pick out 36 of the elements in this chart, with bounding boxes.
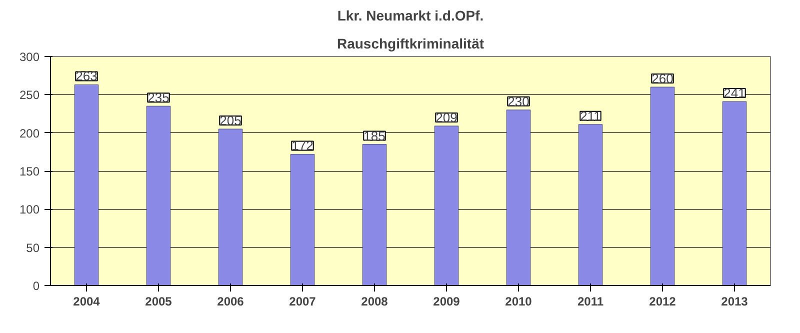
y-tick-label: 0 bbox=[32, 279, 40, 293]
x-tick-label: 2009 bbox=[433, 294, 460, 308]
x-tick-label: 2013 bbox=[721, 294, 748, 308]
x-tick-label: 2006 bbox=[217, 294, 244, 308]
data-label: 205 bbox=[220, 113, 242, 128]
y-tick-label: 100 bbox=[19, 202, 40, 217]
bar bbox=[290, 154, 315, 286]
bar bbox=[722, 101, 747, 286]
chart-subtitle: Rauschgiftkriminalität bbox=[336, 36, 484, 52]
bar bbox=[650, 86, 675, 286]
bar bbox=[218, 128, 243, 286]
x-tick-label: 2011 bbox=[577, 294, 604, 308]
y-tick-label: 150 bbox=[19, 164, 40, 178]
data-label: 263 bbox=[76, 68, 98, 84]
x-tick-label: 2005 bbox=[145, 294, 172, 308]
data-label: 241 bbox=[724, 86, 746, 101]
x-tick-label: 2008 bbox=[361, 294, 388, 308]
y-tick-label: 250 bbox=[19, 88, 40, 102]
bar bbox=[434, 126, 459, 286]
x-tick-label: 2004 bbox=[73, 294, 100, 308]
bar bbox=[506, 110, 531, 286]
bar bbox=[362, 144, 387, 286]
y-tick-label: 50 bbox=[26, 240, 40, 255]
x-tick-label: 2010 bbox=[505, 294, 532, 308]
data-label: 209 bbox=[436, 110, 458, 125]
y-tick-label: 200 bbox=[19, 126, 40, 140]
x-tick-label: 2012 bbox=[649, 294, 676, 308]
data-label: 172 bbox=[292, 138, 314, 154]
bar bbox=[578, 124, 603, 286]
y-tick-label: 300 bbox=[19, 50, 40, 64]
x-tick-label: 2007 bbox=[289, 294, 316, 308]
chart-title: Lkr. Neumarkt i.d.OPf. bbox=[337, 8, 484, 24]
bar bbox=[74, 84, 99, 286]
bar bbox=[146, 106, 171, 286]
data-label: 260 bbox=[652, 71, 674, 86]
data-label: 185 bbox=[364, 128, 386, 144]
